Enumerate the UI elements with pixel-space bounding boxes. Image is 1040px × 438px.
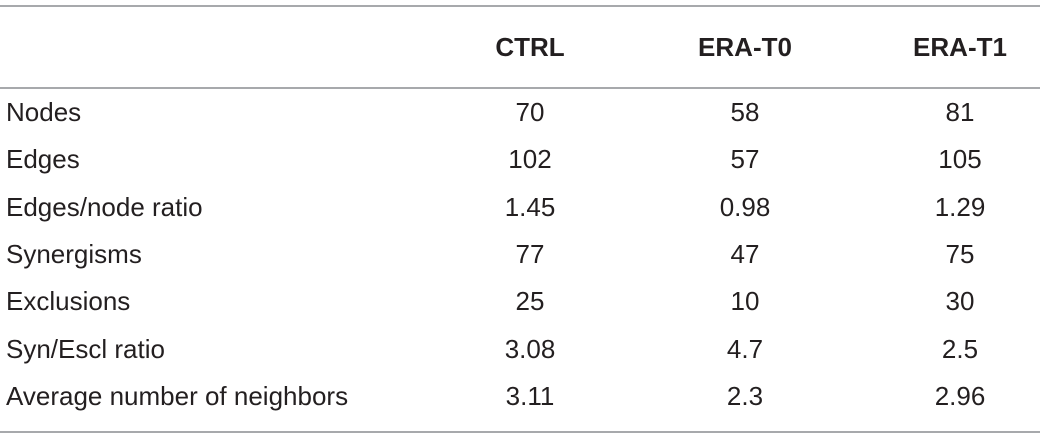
row-label: Edges bbox=[6, 144, 80, 175]
row-label: Nodes bbox=[6, 97, 82, 127]
cell-value: 1.45 bbox=[504, 191, 556, 222]
top-rule bbox=[0, 5, 1040, 7]
cell-value: 30 bbox=[945, 286, 975, 317]
cell-value: 10 bbox=[730, 286, 760, 317]
row-label: Edges/node ratio bbox=[6, 191, 203, 222]
row-label: Average number of neighbors bbox=[6, 380, 349, 411]
column-header: CTRL bbox=[495, 32, 565, 62]
cell-value: 2.5 bbox=[941, 333, 979, 364]
cell-value: 0.98 bbox=[719, 191, 771, 222]
cell-value: 3.08 bbox=[504, 333, 556, 364]
row-label: Synergisms bbox=[6, 238, 142, 269]
cell-value: 4.7 bbox=[726, 333, 764, 364]
row-label: Exclusions bbox=[6, 286, 131, 317]
bottom-rule bbox=[0, 431, 1040, 433]
column-header: ERA-T0 bbox=[698, 32, 792, 62]
cell-value: 77 bbox=[515, 238, 545, 269]
cell-value: 25 bbox=[515, 286, 545, 317]
cell-value: 57 bbox=[730, 144, 760, 175]
row-label: Syn/Escl ratio bbox=[6, 333, 165, 364]
cell-value: 2.96 bbox=[934, 380, 986, 411]
cell-value: 75 bbox=[945, 238, 975, 269]
cell-value: 70 bbox=[515, 97, 545, 127]
cell-value: 1.29 bbox=[934, 191, 986, 222]
cell-value: 102 bbox=[508, 144, 552, 175]
cell-value: 58 bbox=[730, 97, 760, 127]
cell-value: 105 bbox=[938, 144, 982, 175]
column-header: ERA-T1 bbox=[913, 32, 1007, 62]
cell-value: 2.3 bbox=[726, 380, 764, 411]
cell-value: 81 bbox=[945, 97, 975, 127]
header-rule bbox=[0, 87, 1040, 89]
cell-value: 47 bbox=[730, 238, 760, 269]
cell-value: 3.11 bbox=[505, 380, 555, 411]
